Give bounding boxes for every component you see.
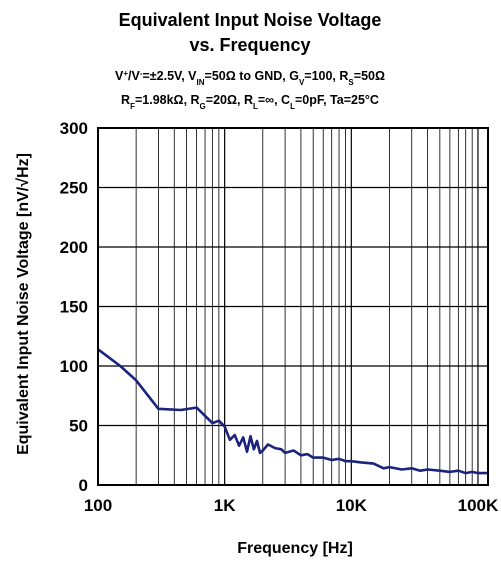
grid-lines	[97, 127, 488, 486]
noise-series-line	[97, 348, 488, 475]
x-tick-label: 100K	[458, 496, 499, 515]
y-tick-label: 200	[60, 238, 88, 257]
x-axis-label: Frequency [Hz]	[237, 540, 353, 557]
y-tick-labels: 0 50 100 150 200 250 300	[60, 119, 88, 495]
y-tick-label: 150	[60, 298, 88, 317]
series-layer	[97, 348, 488, 475]
conditions-line2: RF=1.98kΩ, RG=20Ω, RL=∞, CL=0pF, Ta=25°C	[121, 93, 379, 111]
y-axis-label: Equivalent Input Noise Voltage [nV/√Hz]	[15, 153, 32, 455]
y-tick-label: 250	[60, 179, 88, 198]
chart-title-line2: vs. Frequency	[189, 35, 310, 55]
y-tick-label: 100	[60, 357, 88, 376]
x-tick-labels: 100 1K 10K 100K	[84, 496, 499, 515]
conditions-line1: V+/V-=±2.5V, VIN=50Ω to GND, GV=100, RS=…	[115, 69, 385, 87]
plot-frame	[97, 127, 489, 486]
y-tick-label: 50	[69, 417, 88, 436]
x-tick-label: 1K	[214, 496, 236, 515]
x-tick-label: 100	[84, 496, 112, 515]
chart-title-line1: Equivalent Input Noise Voltage	[119, 10, 382, 30]
y-tick-label: 300	[60, 119, 88, 138]
y-tick-label: 0	[79, 476, 88, 495]
x-tick-label: 10K	[336, 496, 368, 515]
